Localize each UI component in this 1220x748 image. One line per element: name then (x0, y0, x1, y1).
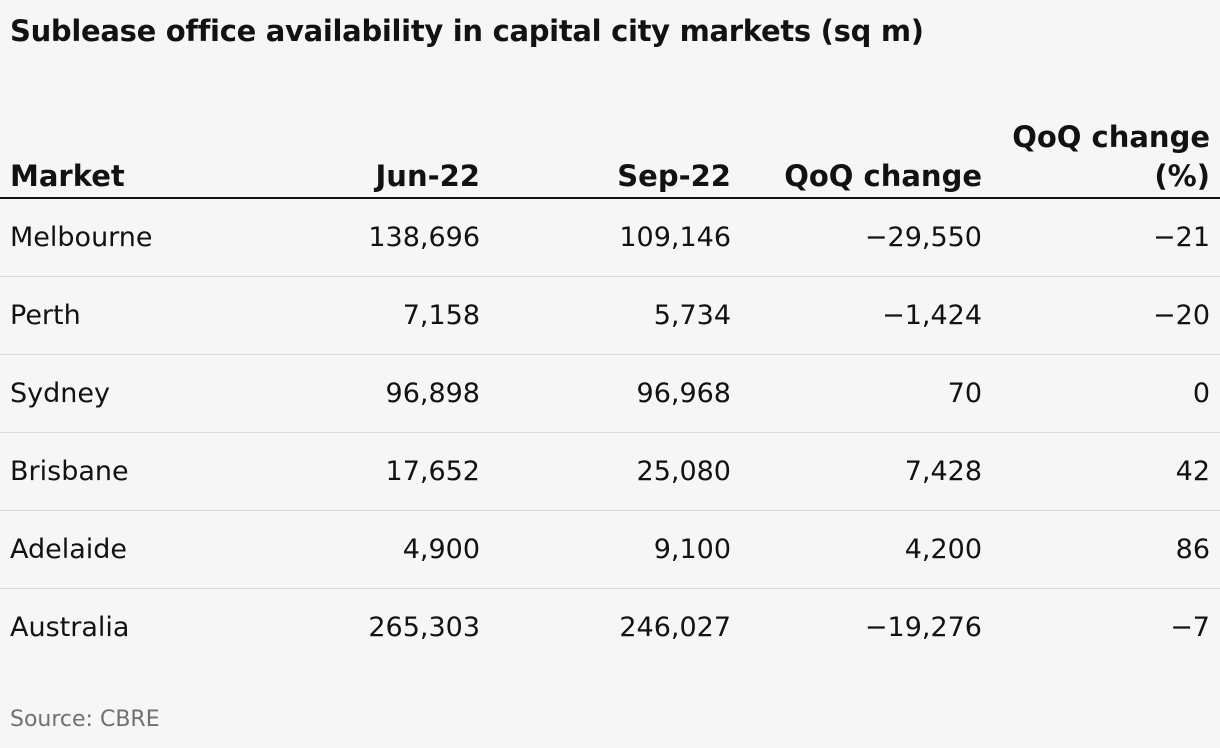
value-cell: 7,428 (731, 432, 982, 511)
market-cell: Australia (10, 612, 130, 643)
table-row: Sydney 96,898 96,968 70 0 (0, 354, 1220, 433)
column-header: Sep-22 (480, 104, 731, 199)
column-header: Market (0, 104, 250, 199)
column-header: QoQ change (%) (982, 104, 1220, 199)
table-row: Perth 7,158 5,734 −1,424 −20 (0, 276, 1220, 355)
table-title: Sublease office availability in capital … (10, 14, 924, 48)
table-row: Adelaide 4,900 9,100 4,200 86 (0, 510, 1220, 589)
value-cell: 9,100 (480, 510, 731, 589)
table-row: Melbourne 138,696 109,146 −29,550 −21 (0, 198, 1220, 277)
value-cell: −20 (982, 276, 1220, 355)
market-cell: Adelaide (0, 510, 250, 589)
value-cell: −29,550 (731, 198, 982, 277)
table-body: Melbourne 138,696 109,146 −29,550 −21 Perth 7,… (0, 198, 1220, 666)
value-cell: 25,080 (480, 432, 731, 511)
value-cell: −1,424 (731, 276, 982, 355)
value-cell: 86 (982, 510, 1220, 589)
table-row: Australia 265,303 246,027 −19,276 −7 (0, 589, 1220, 667)
value-cell: 5,734 (480, 276, 731, 355)
value-cell: 246,027 (619, 612, 731, 643)
value-cell: 7,158 (250, 276, 480, 355)
value-cell: 4,900 (250, 510, 480, 589)
market-cell: Sydney (0, 354, 250, 433)
value-cell: 42 (982, 432, 1220, 511)
value-cell: 265,303 (368, 612, 480, 643)
value-cell: 96,898 (250, 354, 480, 433)
value-cell: −19,276 (864, 612, 982, 643)
market-cell: Perth (0, 276, 250, 355)
table-row: Brisbane 17,652 25,080 7,428 42 (0, 432, 1220, 511)
value-cell: 70 (731, 354, 982, 433)
value-cell: 0 (982, 354, 1220, 433)
column-header: QoQ change (731, 104, 982, 199)
value-cell: 96,968 (480, 354, 731, 433)
value-cell: 138,696 (250, 198, 480, 277)
value-cell: −21 (982, 198, 1220, 277)
header-row: Market Jun-22 Sep-22 QoQ change QoQ chan… (0, 104, 1220, 199)
market-cell: Melbourne (0, 198, 250, 277)
data-table: Market Jun-22 Sep-22 QoQ change QoQ chan… (0, 104, 1220, 666)
value-cell: 4,200 (731, 510, 982, 589)
value-cell: −7 (1170, 612, 1210, 643)
market-cell: Brisbane (0, 432, 250, 511)
value-cell: 17,652 (250, 432, 480, 511)
column-header: Jun-22 (250, 104, 480, 199)
source-note: Source: CBRE (10, 707, 160, 732)
value-cell: 109,146 (480, 198, 731, 277)
